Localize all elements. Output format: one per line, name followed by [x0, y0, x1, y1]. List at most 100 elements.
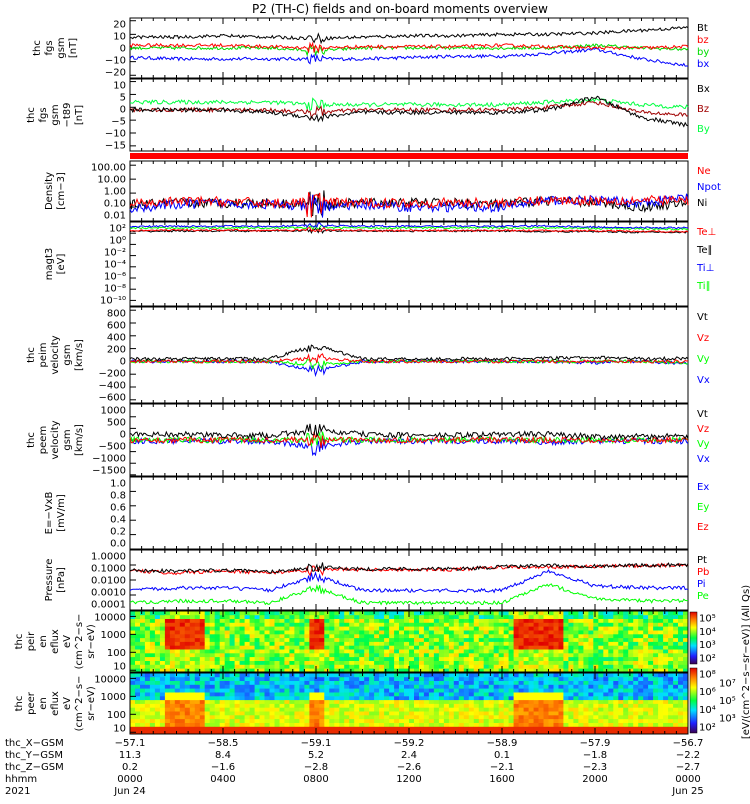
spectrogram-cell	[354, 692, 360, 697]
spectrogram-cell	[149, 641, 156, 646]
spectrogram-cell	[573, 645, 579, 650]
spectrogram-cell	[463, 664, 470, 669]
spectrogram-cell	[453, 688, 460, 693]
spectrogram-cell	[299, 703, 305, 708]
spectrogram-cell	[404, 645, 410, 650]
axis-tick-z: −2.1	[490, 762, 514, 773]
spectrogram-cell	[359, 645, 365, 650]
spectrogram-cell	[219, 668, 226, 673]
spectrogram-cell	[299, 684, 305, 689]
spectrogram-cell	[214, 688, 221, 693]
spectrogram-cell	[309, 664, 315, 669]
spectrogram-cell	[159, 718, 166, 723]
spectrogram-cell	[369, 684, 375, 689]
spectrogram-cell	[468, 660, 475, 665]
spectrogram-cell	[553, 718, 559, 723]
spectrogram-cell	[244, 699, 250, 704]
spectrogram-cell	[199, 703, 206, 708]
spectrogram-cell	[493, 714, 500, 720]
spectrogram-cell	[483, 668, 490, 673]
spectrogram-cell	[204, 660, 211, 665]
spectrogram-cell	[548, 668, 554, 673]
series-peem-vz	[129, 431, 689, 448]
spectrogram-cell	[199, 645, 206, 650]
spectrogram-cell	[334, 692, 340, 697]
spectrogram-cell	[578, 633, 584, 639]
spectrogram-cell	[249, 641, 255, 646]
spectrogram-cell	[663, 730, 669, 735]
spectrogram-cell	[588, 633, 594, 639]
spectrogram-cell	[618, 684, 624, 689]
spectrogram-cell	[194, 618, 201, 623]
spectrogram-cell	[384, 680, 390, 685]
y-tick-label: −1500	[92, 466, 126, 477]
legend-fgs-bz: bz	[697, 35, 709, 46]
spectrogram-cell	[135, 622, 141, 627]
spectrogram-cell	[558, 707, 564, 712]
spectrogram-cell	[239, 692, 245, 697]
spectrogram-cell	[548, 645, 554, 650]
spectrogram-cell	[463, 726, 470, 731]
spectrogram-cell	[339, 707, 345, 712]
spectrogram-cell	[399, 618, 405, 623]
spectrogram-cell	[623, 714, 629, 720]
spectrogram-cell	[553, 626, 559, 631]
spectrogram-cell	[389, 684, 395, 689]
spectrogram-cell	[184, 692, 191, 697]
spectrogram-cell	[184, 645, 191, 650]
spectrogram-cell	[349, 718, 355, 723]
spectrogram-cell	[588, 699, 594, 704]
spectrogram-cell	[274, 614, 280, 619]
spectrogram-cell	[379, 652, 385, 658]
spectrogram-cell	[448, 680, 455, 685]
spectrogram-cell	[498, 722, 505, 727]
spectrogram-cell	[284, 668, 290, 673]
spectrogram-cell	[543, 626, 549, 631]
spectrogram-cell	[174, 614, 181, 619]
spectrogram-cell	[473, 688, 480, 693]
spectrogram-cell	[648, 726, 654, 731]
spectrogram-cell	[244, 626, 250, 631]
spectrogram-cell	[140, 718, 146, 723]
spectrogram-cell	[538, 714, 544, 720]
legend-evxb-ex: Ex	[697, 482, 709, 493]
spectrogram-cell	[603, 684, 609, 689]
spectrogram-cell	[678, 633, 684, 639]
spectrogram-cell	[344, 645, 350, 650]
spectrogram-cell	[603, 676, 609, 681]
spectrogram-cell	[389, 668, 395, 673]
spectrogram-cell	[543, 699, 549, 704]
spectrogram-cell	[433, 668, 440, 673]
spectrogram-cell	[359, 730, 365, 735]
spectrogram-cell	[140, 684, 146, 689]
spectrogram-cell	[483, 618, 490, 623]
spectrogram-cell	[673, 664, 679, 669]
spectrogram-cell	[468, 649, 475, 654]
spectrogram-cell	[324, 633, 330, 639]
spectrogram-cell	[438, 703, 445, 708]
spectrogram-cell	[294, 660, 300, 665]
spectrogram-cell	[289, 656, 295, 661]
spectrogram-cell	[164, 692, 171, 697]
spectrogram-cell	[419, 714, 425, 720]
spectrogram-cell	[404, 630, 410, 635]
spectrogram-cell	[354, 614, 360, 619]
series-temp-ti⊥	[129, 222, 689, 230]
spectrogram-cell	[254, 660, 260, 665]
spectrogram-cell	[289, 695, 295, 701]
spectrogram-cell	[473, 726, 480, 731]
spectrogram-cell	[613, 626, 619, 631]
spectrogram-cell	[239, 718, 245, 723]
spectrogram-cell	[369, 622, 375, 627]
spectrogram-cell	[498, 684, 505, 689]
spectrogram-cell	[433, 722, 440, 727]
spectrogram-cell	[254, 611, 260, 616]
spectrogram-cell	[234, 692, 240, 697]
spectrogram-cell	[443, 680, 450, 685]
spectrogram-cell	[538, 707, 544, 712]
spectrogram-cell	[409, 626, 415, 631]
spectrogram-cell	[379, 622, 385, 627]
spectrogram-cell	[259, 684, 265, 689]
spectrogram-cell	[229, 676, 235, 681]
spectrogram-cell	[154, 730, 161, 735]
